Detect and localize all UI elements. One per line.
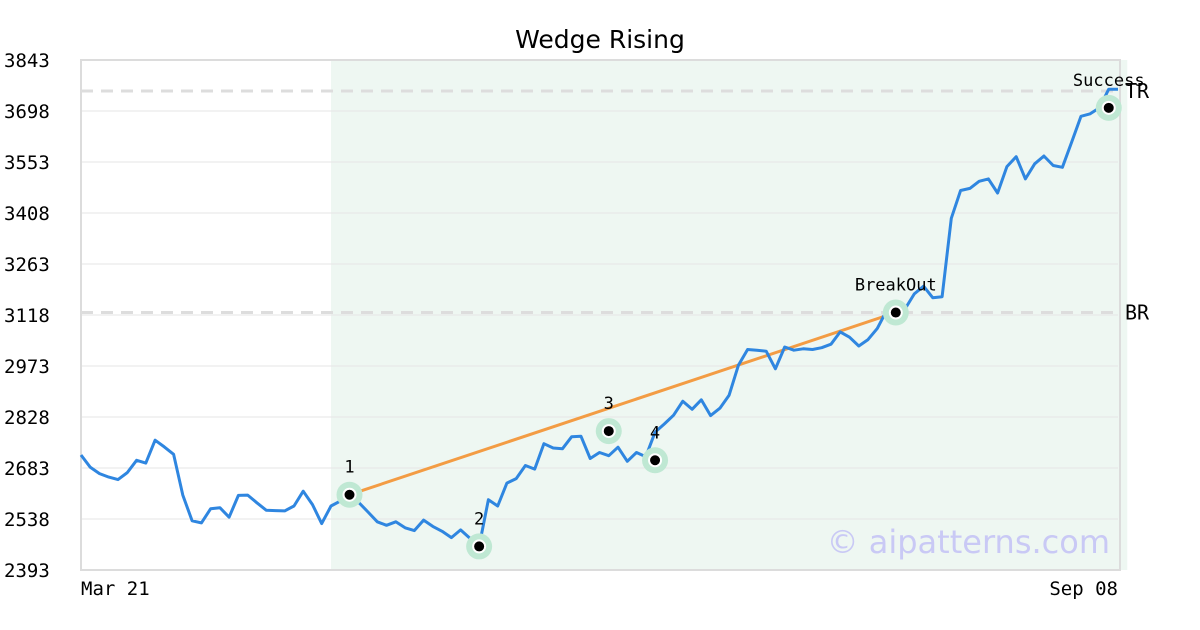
point-label: BreakOut: [855, 276, 937, 296]
x-tick-start: Mar 21: [81, 578, 150, 600]
x-tick-end: Sep 08: [1049, 578, 1118, 600]
point-marker: [888, 305, 903, 320]
y-tick-label: 3843: [4, 50, 50, 72]
point-marker: [342, 487, 357, 502]
watermark: © aipatterns.com: [827, 523, 1110, 561]
point-label: 2: [474, 509, 484, 529]
point-label: Success: [1073, 71, 1145, 91]
y-tick-label: 2538: [4, 509, 50, 531]
y-tick-label: 2683: [4, 458, 50, 480]
trendline: [349, 311, 897, 497]
y-tick-label: 2393: [4, 560, 50, 582]
point-label: 4: [650, 423, 660, 443]
point-marker: [1101, 100, 1116, 115]
level-label: TR: [1125, 79, 1150, 103]
y-tick-label: 3553: [4, 152, 50, 174]
plot-frame: [80, 59, 1121, 571]
y-tick-label: 3698: [4, 101, 50, 123]
point-marker: [648, 453, 663, 468]
y-tick-label: 2973: [4, 356, 50, 378]
y-tick-label: 2828: [4, 407, 50, 429]
point-label: 1: [344, 458, 354, 478]
price-line: [79, 87, 1118, 548]
point-marker: [472, 539, 487, 554]
point-label: 3: [604, 394, 614, 414]
level-label: BR: [1125, 301, 1150, 325]
y-tick-label: 3408: [4, 203, 50, 225]
chart-title: Wedge Rising: [515, 25, 685, 54]
y-tick-label: 3118: [4, 305, 50, 327]
point-marker: [601, 424, 616, 439]
y-tick-label: 3263: [4, 254, 50, 276]
